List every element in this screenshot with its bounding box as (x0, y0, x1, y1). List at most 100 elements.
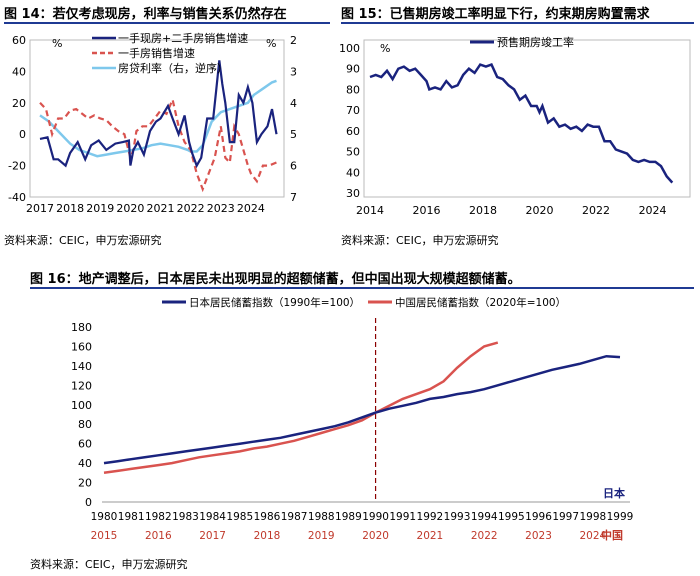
fig14-right-tick-label: 3 (290, 65, 297, 78)
fig15-y-tick-label: 40 (346, 166, 360, 179)
fig14-x-tick-label: 2023 (207, 202, 235, 215)
figure-15-source: 资料来源：CEIC，申万宏源研究 (341, 234, 499, 247)
fig16-japan-year-label: 1984 (199, 511, 226, 523)
fig15-y-tick-label: 100 (339, 42, 360, 55)
figure-16-source: 资料来源：CEIC，申万宏源研究 (30, 558, 188, 571)
fig16-japan-axis-label: 日本 (603, 486, 625, 500)
fig14-right-tick-label: 6 (290, 160, 297, 173)
fig16-china-year-label: 2017 (199, 530, 226, 542)
fig16-series-china-savings (103, 341, 499, 475)
fig16-japan-year-label: 1997 (552, 511, 579, 523)
fig16-series-japan-savings (103, 354, 621, 465)
fig16-y-tick-label: 0 (85, 496, 92, 509)
fig14-x-tick-label: 2019 (86, 202, 114, 215)
fig14-legend-label: 房贷利率（右，逆序） (118, 61, 228, 75)
fig15-x-tick-label: 2016 (413, 204, 441, 217)
fig16-japan-year-label: 1981 (118, 511, 145, 523)
fig14-series-new-home-sales (39, 96, 277, 193)
fig16-china-year-label: 2021 (417, 530, 444, 542)
fig14-legend-label: 一手现房+二手房销售增速 (118, 31, 248, 45)
fig14-right-tick-label: 4 (290, 97, 297, 110)
fig14-series-mortgage-rate (39, 79, 277, 158)
fig16-legend-label: 日本居民储蓄指数（1990年=100） (189, 296, 360, 309)
fig16-y-tick-label: 60 (78, 438, 92, 451)
fig16-y-tick-label: 140 (71, 360, 92, 373)
fig15-x-tick-label: 2022 (582, 204, 610, 217)
figure-14-title-rule (4, 22, 330, 24)
fig16-japan-year-label: 1988 (308, 511, 335, 523)
fig16-y-tick-label: 80 (78, 418, 92, 431)
fig16-japan-year-label: 1995 (498, 511, 525, 523)
fig16-y-tick-label: 100 (71, 399, 92, 412)
fig14-right-tick-label: 5 (290, 128, 297, 141)
fig14-x-tick-label: 2017 (26, 202, 54, 215)
fig16-japan-year-label: 1993 (444, 511, 471, 523)
fig16-japan-year-label: 1991 (389, 511, 416, 523)
figure-14-source: 资料来源：CEIC，申万宏源研究 (4, 234, 162, 247)
fig14-x-tick-label: 2022 (177, 202, 205, 215)
fig16-china-axis-label: 中国 (601, 528, 623, 542)
fig16-china-year-label: 2020 (362, 530, 389, 542)
fig16-japan-year-label: 1980 (91, 511, 118, 523)
fig14-left-tick-label: -20 (8, 160, 26, 173)
fig16-china-year-label: 2015 (91, 530, 118, 542)
fig16-y-tick-label: 160 (71, 340, 92, 353)
fig16-japan-year-label: 1989 (335, 511, 362, 523)
fig16-japan-year-label: 1990 (362, 511, 389, 523)
fig15-legend-label: 预售期房竣工率 (497, 35, 574, 49)
figure-15-title: 图 15：已售期房竣工率明显下行，约束期房购置需求 (341, 7, 650, 22)
fig14-x-tick-label: 2020 (116, 202, 144, 215)
fig16-japan-year-label: 1982 (145, 511, 172, 523)
fig15-y-tick-label: 50 (346, 146, 360, 159)
fig16-japan-year-label: 1992 (417, 511, 444, 523)
fig16-china-year-label: 2022 (471, 530, 498, 542)
fig15-y-tick-label: 80 (346, 83, 360, 96)
fig14-x-tick-label: 2018 (56, 202, 84, 215)
fig16-y-tick-label: 40 (78, 457, 92, 470)
fig14-left-tick-label: -40 (8, 191, 26, 204)
fig14-left-tick-label: 20 (12, 97, 26, 110)
fig15-y-tick-label: 90 (346, 63, 360, 76)
fig16-china-year-label: 2019 (308, 530, 335, 542)
figure-14-title: 图 14：若仅考虑现房，利率与销售关系仍然存在 (4, 7, 287, 22)
fig14-left-tick-label: 60 (12, 34, 26, 47)
fig15-unit: % (380, 42, 390, 55)
fig16-china-year-label: 2018 (254, 530, 281, 542)
fig14-series-completed-plus-resale (39, 60, 278, 169)
fig15-x-tick-label: 2014 (356, 204, 384, 217)
fig14-plot-border (29, 39, 285, 198)
fig14-left-unit: % (52, 37, 62, 50)
fig16-japan-year-label: 1996 (525, 511, 552, 523)
fig16-japan-year-label: 1999 (607, 511, 634, 523)
fig15-y-tick-label: 70 (346, 104, 360, 117)
fig16-japan-year-label: 1994 (471, 511, 498, 523)
fig14-left-tick-label: 0 (19, 128, 26, 141)
fig16-japan-year-label: 1983 (172, 511, 199, 523)
fig16-japan-year-label: 1986 (254, 511, 281, 523)
fig15-x-tick-label: 2024 (639, 204, 667, 217)
fig14-x-tick-label: 2021 (147, 202, 175, 215)
fig16-y-tick-label: 120 (71, 379, 92, 392)
fig16-legend-label: 中国居民储蓄指数（2020年=100） (395, 296, 566, 309)
fig16-japan-year-label: 1985 (226, 511, 253, 523)
fig14-left-tick-label: 40 (12, 65, 26, 78)
fig15-series-completion-rate (369, 63, 674, 184)
fig15-x-tick-label: 2020 (526, 204, 554, 217)
fig14-right-unit: % (266, 37, 276, 50)
fig16-y-tick-label: 20 (78, 477, 92, 490)
fig14-right-tick-label: 7 (290, 191, 297, 204)
fig15-chart: % 100 90 80 70 60 50 40 30 2014 2016 2018 2020 2022… (339, 35, 691, 217)
fig16-japan-year-label: 1998 (579, 511, 606, 523)
fig14-x-tick-label: 2024 (237, 202, 265, 215)
fig14-right-tick-label: 2 (290, 34, 297, 47)
fig15-plot-border (363, 39, 691, 198)
fig14-legend-label: 一手房销售增速 (118, 46, 195, 60)
fig15-y-tick-label: 30 (346, 187, 360, 200)
fig16-china-year-label: 2016 (145, 530, 172, 542)
figure-16-title-rule (30, 287, 694, 289)
fig16-china-year-label: 2024 (579, 530, 606, 542)
fig15-x-tick-label: 2018 (469, 204, 497, 217)
